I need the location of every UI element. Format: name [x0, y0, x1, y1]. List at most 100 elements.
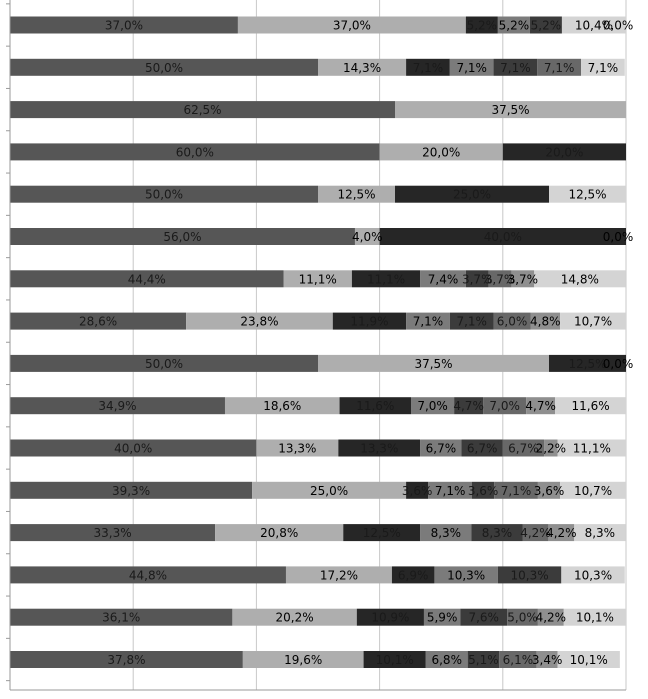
data-label: 5,2%	[499, 19, 530, 33]
bar-segment	[549, 185, 626, 203]
bar-segment	[10, 439, 257, 457]
data-label: 6,7%	[508, 442, 539, 456]
bar-segment	[467, 651, 500, 668]
data-label: 14,3%	[343, 61, 381, 75]
data-label: 8,3%	[585, 526, 616, 540]
data-label: 6,7%	[426, 442, 457, 456]
data-label: 3,6%	[402, 484, 433, 498]
bar-segment	[493, 312, 531, 330]
bar-segment	[502, 143, 626, 161]
data-label: 10,7%	[574, 484, 612, 498]
data-label: 12,5%	[568, 188, 606, 202]
bar-segment	[379, 143, 503, 161]
data-label: 11,1%	[573, 442, 611, 456]
data-label: 60,0%	[176, 145, 214, 159]
data-label: 36,1%	[102, 611, 140, 625]
data-label: 10,1%	[376, 653, 414, 667]
data-label: 11,1%	[367, 272, 405, 286]
data-label: 3,7%	[508, 272, 539, 286]
bar-series	[10, 16, 626, 668]
data-label: 4,2%	[536, 611, 567, 625]
bar-segment	[343, 524, 421, 542]
data-label: 50,0%	[145, 61, 183, 75]
bar-segment	[460, 608, 508, 626]
data-label: 5,0%	[507, 611, 538, 625]
bar-segment	[534, 270, 626, 288]
bar-segment	[379, 228, 626, 245]
bar-segment	[537, 58, 582, 76]
bar-segment	[242, 651, 364, 668]
bar-segment	[507, 608, 538, 626]
bar-segment	[318, 185, 395, 203]
data-label: 7,0%	[417, 399, 448, 413]
data-label: 3,4%	[532, 653, 563, 667]
bar-segment	[549, 354, 626, 372]
data-label: 10,4%	[575, 19, 613, 33]
data-label: 20,2%	[276, 611, 314, 625]
bar-segment	[10, 608, 233, 626]
bar-segment	[472, 481, 495, 499]
data-label: 4,2%	[520, 526, 551, 540]
bar-segment	[420, 524, 472, 542]
bar-segment	[252, 481, 407, 499]
bar-segment	[395, 101, 626, 119]
bar-segment	[285, 566, 392, 584]
data-label: 3,6%	[468, 484, 499, 498]
bar-segment	[10, 185, 318, 203]
data-label: 4,8%	[530, 315, 561, 329]
data-label: 4,0%	[352, 230, 383, 244]
bar-segment	[471, 524, 523, 542]
bar-segment	[574, 524, 626, 542]
data-label: 37,0%	[333, 19, 371, 33]
data-label: 7,1%	[501, 484, 532, 498]
bar-segment	[497, 16, 530, 34]
data-label: 4,7%	[525, 399, 556, 413]
data-label: 12,5%	[337, 188, 375, 202]
bar-segment	[548, 524, 575, 542]
bar-segment	[537, 608, 564, 626]
bar-segment	[493, 58, 538, 76]
bar-segment	[232, 608, 357, 626]
bar-segment	[10, 312, 187, 330]
data-label: 56,0%	[163, 230, 201, 244]
bar-segment	[10, 143, 380, 161]
bar-segment	[10, 397, 225, 415]
bar-segment	[483, 397, 527, 415]
bar-segment	[461, 439, 503, 457]
data-label: 7,1%	[413, 315, 444, 329]
data-label: 6,8%	[431, 653, 462, 667]
data-label: 37,0%	[105, 19, 143, 33]
bar-segment	[555, 397, 626, 415]
bar-segment	[499, 651, 537, 668]
data-label: 12,5%	[363, 526, 401, 540]
data-label: 19,6%	[284, 653, 322, 667]
data-label: 10,1%	[570, 653, 608, 667]
data-label: 0,0%	[603, 230, 634, 244]
data-label: 4,2%	[546, 526, 577, 540]
bar-segment	[502, 439, 545, 457]
bar-segment	[561, 16, 626, 34]
data-label: 44,8%	[129, 568, 167, 582]
bar-segment	[10, 16, 238, 34]
bar-segment	[557, 439, 626, 457]
data-label: 0,0%	[603, 19, 634, 33]
bar-segment	[10, 566, 286, 584]
bar-segment	[411, 397, 455, 415]
bar-segment	[256, 439, 339, 457]
data-label: 18,6%	[263, 399, 301, 413]
data-label: 11,1%	[299, 272, 337, 286]
data-labels: 37,0% 37,0% 5,2% 5,2% 5,2% 10,4%0,0%50,0% 14,3…	[79, 19, 633, 668]
data-label: 62,5%	[183, 103, 221, 117]
bar-segment	[318, 354, 549, 372]
bar-segment	[488, 270, 512, 288]
data-label: 20,0%	[422, 145, 460, 159]
bar-segment	[10, 354, 318, 372]
data-label: 44,4%	[128, 272, 166, 286]
bar-segment	[354, 228, 380, 245]
data-label: 10,9%	[371, 611, 409, 625]
bar-segment	[318, 58, 407, 76]
bar-segment	[557, 651, 620, 668]
data-label: 10,3%	[574, 568, 612, 582]
bar-segment	[511, 270, 535, 288]
bar-segment	[581, 58, 625, 76]
